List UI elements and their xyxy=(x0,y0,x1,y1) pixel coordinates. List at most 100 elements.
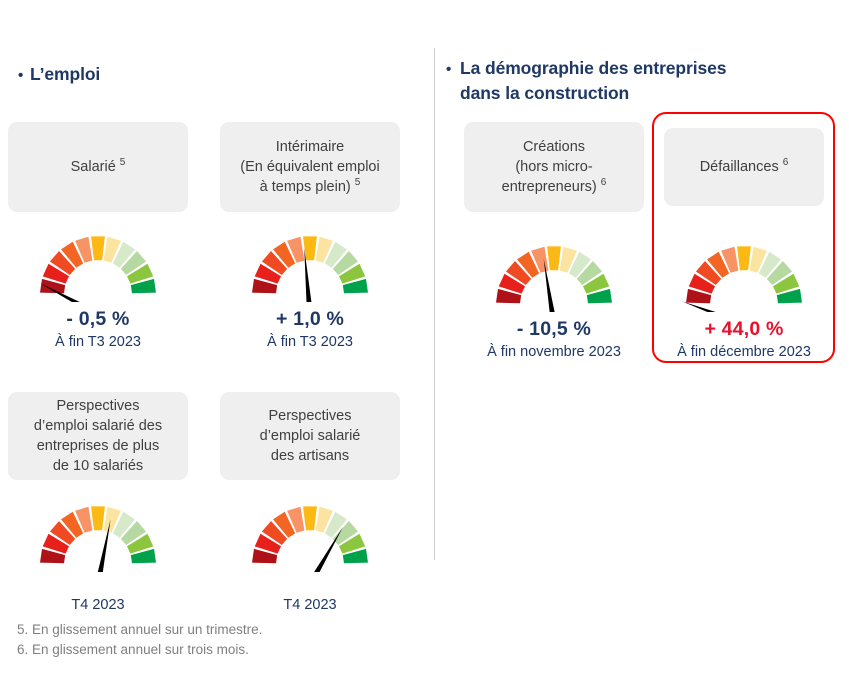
section-header-demographie: • La démographie des entreprises dans la… xyxy=(446,56,790,106)
gauge-segment-8 xyxy=(758,251,781,278)
gauge-segment-10 xyxy=(127,533,154,554)
gauge-segment-11 xyxy=(586,288,612,304)
gauge-segment-3 xyxy=(261,251,288,275)
gauge-segment-7 xyxy=(315,506,333,533)
gauge-segment-1 xyxy=(686,288,712,304)
section-title-demographie-line2: dans la construction xyxy=(460,83,630,103)
gauge-segment-6 xyxy=(91,506,105,531)
gauge-segment-10 xyxy=(339,263,366,284)
gauge-segment-7 xyxy=(103,236,121,263)
section-title-emploi: L’emploi xyxy=(30,64,101,84)
gauge-needle xyxy=(304,248,312,302)
gauge-segment-5 xyxy=(531,246,549,273)
gauge-perspectives-artisans xyxy=(220,488,400,572)
metric-card-interimaire[interactable]: Intérimaire (En équivalent emploi à temps … xyxy=(220,122,400,352)
gauge-interimaire xyxy=(220,218,400,302)
metric-card-salarie[interactable]: Salarié 5 - 0,5 % À fin T3 2023 xyxy=(8,122,188,352)
gauge-segment-2 xyxy=(42,263,69,284)
gauge-segment-2 xyxy=(254,533,281,554)
gauge-segment-1 xyxy=(40,548,66,564)
gauge-segment-2 xyxy=(688,273,715,294)
column-divider xyxy=(434,48,435,560)
gauge-defaillances xyxy=(664,228,824,312)
gauge-perspectives-entreprises xyxy=(8,488,188,572)
card-title-perspectives-entreprises: Perspectives d’emploi salarié des entrepri… xyxy=(8,392,188,480)
gauge-segment-11 xyxy=(342,278,368,294)
bullet-icon: • xyxy=(446,61,452,78)
gauge-segment-7 xyxy=(103,506,121,533)
gauge-segment-10 xyxy=(339,533,366,554)
metric-value-interimaire: + 1,0 % xyxy=(275,308,345,330)
gauge-segment-11 xyxy=(130,548,156,564)
metric-card-perspectives-artisans[interactable]: Perspectives d’emploi salarié des artisans… xyxy=(220,392,400,615)
footnote-6: 6. En glissement annuel sur trois mois. xyxy=(17,641,249,657)
gauge-segment-4 xyxy=(61,241,84,268)
metric-card-creations[interactable]: Créations (hors micro-entrepreneurs) 6 - 1… xyxy=(464,122,644,362)
gauge-segment-8 xyxy=(112,241,135,268)
gauge-arc xyxy=(39,236,156,302)
gauge-segment-4 xyxy=(273,511,296,538)
gauge-needle xyxy=(39,283,80,302)
metric-period-salarie: À fin T3 2023 xyxy=(55,334,141,350)
gauge-arc xyxy=(252,506,368,572)
gauge-segment-5 xyxy=(75,506,93,533)
metric-card-defaillances[interactable]: Défaillances 6 + 44,0 % À fin décembre 202… xyxy=(664,128,824,362)
gauge-arc xyxy=(681,246,802,312)
footnotes: 5. En glissement annuel sur un trimestre… xyxy=(17,620,262,659)
gauge-segment-1 xyxy=(40,278,66,294)
card-title-perspectives-artisans: Perspectives d’emploi salarié des artisans xyxy=(220,392,400,480)
gauge-segment-6 xyxy=(91,236,105,261)
card-title-text: Perspectives d’emploi salarié des artisans xyxy=(259,408,361,464)
gauge-segment-1 xyxy=(252,278,278,294)
metric-card-perspectives-entreprises[interactable]: Perspectives d’emploi salarié des entrepri… xyxy=(8,392,188,615)
gauge-segment-6 xyxy=(303,236,317,261)
card-title-defaillances: Défaillances 6 xyxy=(664,128,824,206)
metric-period-interimaire: À fin T3 2023 xyxy=(267,334,353,350)
gauge-segment-2 xyxy=(254,263,281,284)
gauge-segment-3 xyxy=(695,261,722,285)
gauge-arc xyxy=(496,246,612,312)
metric-period-defaillances: À fin décembre 2023 xyxy=(677,344,811,360)
metric-period-creations: À fin novembre 2023 xyxy=(487,344,621,360)
gauge-segment-10 xyxy=(773,273,800,294)
gauge-segment-6 xyxy=(737,246,751,271)
card-title-text: Salarié 5 xyxy=(70,157,126,175)
gauge-segment-6 xyxy=(547,246,561,271)
gauge-creations xyxy=(464,228,644,312)
gauge-segment-4 xyxy=(273,241,296,268)
gauge-segment-5 xyxy=(287,506,305,533)
metric-value-defaillances: + 44,0 % xyxy=(704,318,784,340)
gauge-segment-10 xyxy=(127,263,154,284)
card-title-creations: Créations (hors micro-entrepreneurs) 6 xyxy=(464,122,644,212)
gauge-segment-7 xyxy=(315,236,333,263)
section-title-demographie-line1: La démographie des entreprises xyxy=(460,58,727,78)
card-title-salarie: Salarié 5 xyxy=(8,122,188,212)
card-title-text: Intérimaire (En équivalent emploi à temps … xyxy=(240,139,380,195)
gauge-segment-11 xyxy=(130,278,156,294)
gauge-segment-8 xyxy=(324,511,347,538)
gauge-segment-11 xyxy=(342,548,368,564)
gauge-segment-2 xyxy=(42,533,69,554)
gauge-segment-4 xyxy=(517,251,540,278)
gauge-segment-8 xyxy=(324,241,347,268)
gauge-segment-4 xyxy=(707,251,730,278)
gauge-segment-1 xyxy=(252,548,278,564)
gauge-segment-2 xyxy=(498,273,525,294)
card-title-text: Défaillances 6 xyxy=(699,157,789,175)
section-header-emploi: • L’emploi xyxy=(18,62,100,88)
gauge-segment-3 xyxy=(49,251,76,275)
gauge-segment-10 xyxy=(583,273,610,294)
gauge-segment-7 xyxy=(749,246,767,273)
gauge-segment-3 xyxy=(49,521,76,545)
card-title-text: Créations (hors micro-entrepreneurs) 6 xyxy=(501,139,607,195)
card-title-text: Perspectives d’emploi salarié des entrepri… xyxy=(33,398,163,474)
gauge-segment-7 xyxy=(559,246,577,273)
gauge-segment-9 xyxy=(576,261,603,285)
gauge-segment-3 xyxy=(261,521,288,545)
gauge-needle xyxy=(681,301,716,312)
gauge-segment-8 xyxy=(112,511,135,538)
metric-value-salarie: - 0,5 % xyxy=(66,308,130,330)
gauge-segment-9 xyxy=(120,251,147,275)
gauge-segment-9 xyxy=(120,521,147,545)
